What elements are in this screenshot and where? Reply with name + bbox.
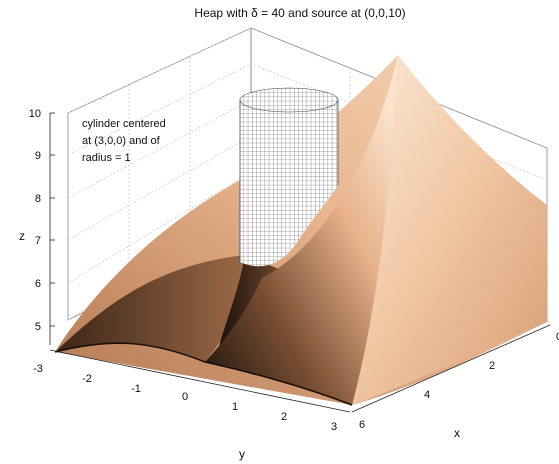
- x-tick-label: 4: [424, 389, 430, 401]
- y-tick-label: 2: [281, 411, 287, 423]
- y-tick-label: 1: [232, 401, 238, 413]
- annotation-line-2: at (3,0,0) and of: [82, 135, 161, 147]
- z-tick-label: 5: [35, 321, 41, 333]
- chart-title: Heap with δ = 40 and source at (0,0,10): [194, 6, 405, 20]
- y-tick-label: -3: [33, 363, 43, 375]
- annotation-line-1: cylinder centered: [82, 118, 166, 130]
- annotation-line-3: radius = 1: [82, 152, 131, 164]
- z-tick-label: 6: [35, 278, 41, 290]
- z-tick-label: 8: [35, 193, 41, 205]
- z-axis-label: z: [19, 229, 25, 243]
- x-tick-label: 2: [489, 360, 495, 372]
- x-axis-label: x: [454, 426, 460, 440]
- z-axis: 10 9 8 7 6 5 z: [19, 108, 55, 345]
- cylinder-top: [240, 88, 338, 112]
- y-axis-label: y: [239, 447, 245, 461]
- z-tick-label: 7: [35, 235, 41, 247]
- x-tick-label: 6: [359, 419, 365, 431]
- z-tick-label: 9: [35, 150, 41, 162]
- y-tick-label: 3: [331, 421, 337, 433]
- y-tick-label: -1: [131, 383, 141, 395]
- y-tick-label: -2: [82, 373, 92, 385]
- y-tick-label: 0: [182, 391, 188, 403]
- z-tick-label: 10: [29, 108, 41, 120]
- annotation: cylinder centered at (3,0,0) and of radi…: [82, 118, 166, 164]
